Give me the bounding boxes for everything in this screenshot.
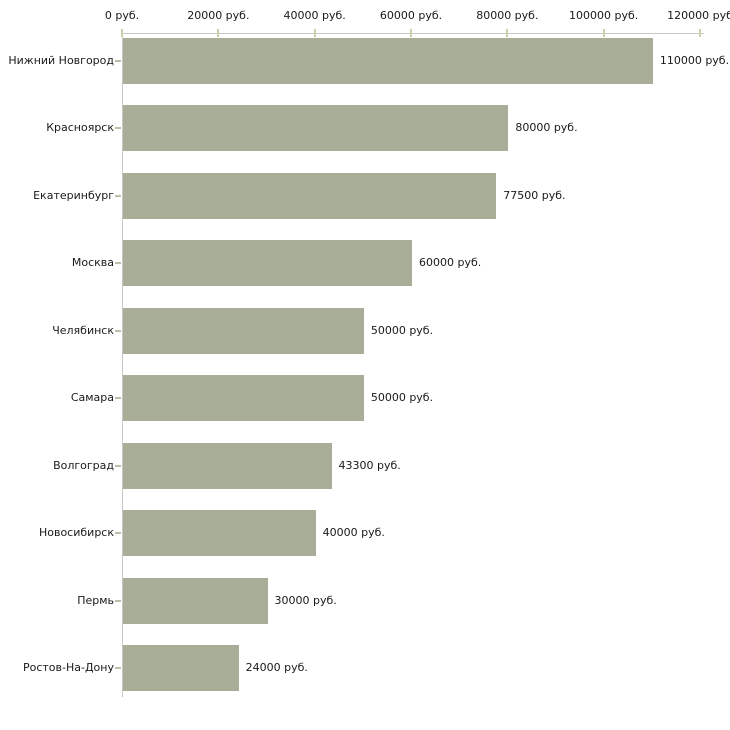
value-label: 80000 руб. [515,121,578,134]
category-label: Нижний Новгород [8,53,114,67]
x-tick-mark [121,29,123,37]
value-label: 77500 руб. [503,188,566,202]
y-tick-mark [115,464,121,467]
category-label: Екатеринбург [33,188,114,202]
value-label: 50000 руб. [370,323,434,337]
category-label: Новосибирск [38,526,114,539]
bar [123,442,332,489]
value-label: 24000 руб. [245,661,308,674]
bar [123,105,509,151]
x-axis-line [122,33,704,34]
x-tick-label: 100000 руб. [569,9,639,22]
category-label: Самара [70,391,114,404]
x-tick-mark [602,29,605,37]
value-label: 110000 руб. [659,53,730,67]
y-tick-mark [115,194,121,197]
x-tick-label: 80000 руб. [476,9,539,22]
bar [123,645,239,691]
value-label: 60000 руб. [419,256,482,269]
y-tick-mark [115,532,121,534]
value-label: 30000 руб. [274,593,337,607]
category-label: Челябинск [52,323,114,337]
x-tick-label: 40000 руб. [283,9,346,22]
y-tick-mark [115,329,121,332]
value-label: 40000 руб. [322,526,385,539]
bar [123,307,364,354]
bar [123,240,412,286]
x-tick-mark [217,29,220,37]
category-label: Москва [71,256,114,269]
category-label: Пермь [77,593,114,607]
category-label: Ростов-На-Дону [22,661,114,674]
x-tick-mark [313,29,316,37]
x-tick-label: 20000 руб. [187,9,250,22]
y-tick-mark [115,397,121,399]
y-tick-mark [115,667,121,669]
y-tick-mark [115,127,121,129]
x-tick-mark [699,29,701,37]
y-axis-line [122,33,123,697]
y-tick-mark [115,599,121,602]
bar [123,577,268,624]
bar [123,510,316,556]
bar [123,37,653,84]
bar [123,375,364,421]
x-tick-mark [410,29,412,37]
category-label: Красноярск [46,121,114,134]
y-tick-mark [115,59,121,62]
x-tick-label: 60000 руб. [379,9,443,22]
x-tick-label: 0 руб. [104,9,140,22]
bar [123,172,497,219]
value-label: 43300 руб. [338,458,401,472]
value-label: 50000 руб. [370,391,434,404]
x-tick-label: 120000 руб [667,9,730,22]
x-tick-mark [506,29,509,37]
category-label: Волгоград [53,458,114,472]
y-tick-mark [115,262,121,264]
